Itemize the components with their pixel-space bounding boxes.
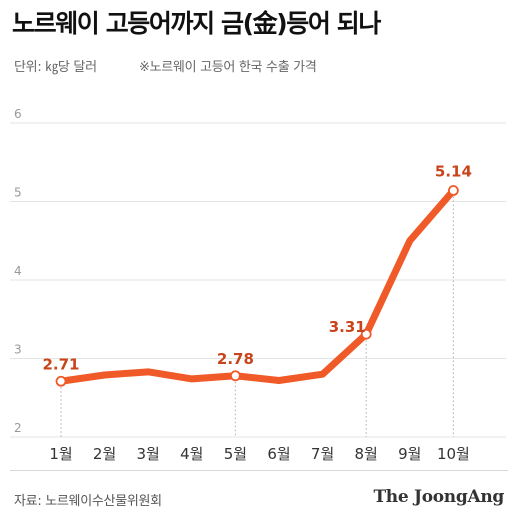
x-tick-label: 1월 <box>49 445 72 463</box>
unit-label: 단위: ㎏당 달러 <box>14 60 97 75</box>
source-credit: 자료: 노르웨이수산물위원회 <box>14 494 162 509</box>
x-tick-label: 10월 <box>437 445 470 463</box>
data-label: 5.14 <box>435 163 472 181</box>
series-line <box>57 187 457 385</box>
data-label: 2.71 <box>42 355 79 373</box>
x-tick-label: 2월 <box>93 445 116 463</box>
y-tick-label: 5 <box>14 186 22 200</box>
chart-note: ※노르웨이 고등어 한국 수출 가격 <box>139 60 317 75</box>
line-chart: 2 3 4 5 6 1월 2월 3월 4월 5월 6월 7월 8월 9월 10월 2.71 2.78 3.31 5.… <box>10 107 506 463</box>
x-tick-label: 7월 <box>311 445 334 463</box>
x-tick-label: 6월 <box>267 445 290 463</box>
data-label: 3.31 <box>329 318 366 336</box>
x-tick-label: 9월 <box>398 445 421 463</box>
x-tick-label: 8월 <box>355 445 378 463</box>
y-tick-label: 4 <box>14 264 22 278</box>
x-tick-label: 3월 <box>137 445 160 463</box>
data-point-marker <box>229 370 241 382</box>
data-point-marker <box>360 328 372 340</box>
publisher-logo: The JoongAng <box>373 487 504 507</box>
y-tick-label: 6 <box>14 107 22 121</box>
data-point-marker <box>55 375 67 387</box>
data-label: 2.78 <box>217 350 254 368</box>
x-tick-label: 5월 <box>224 445 247 463</box>
chart-title: 노르웨이 고등어까지 금(金)등어 되나 <box>12 9 381 38</box>
x-tick-label: 4월 <box>180 445 203 463</box>
footer-divider <box>10 470 508 471</box>
y-tick-label: 2 <box>14 421 22 435</box>
data-point-marker <box>447 185 459 196</box>
y-tick-label: 3 <box>14 343 22 357</box>
